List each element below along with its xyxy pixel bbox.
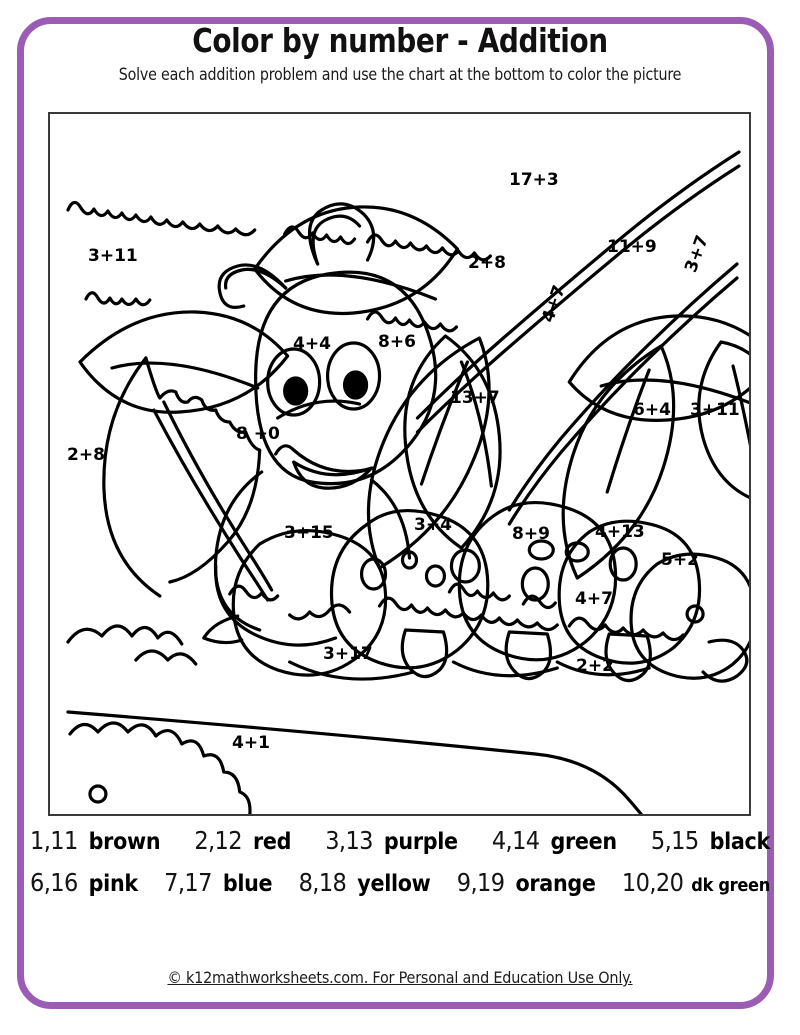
problem-label-bush-far-right: 3+11: [690, 400, 740, 420]
problem-label-body-segment-3: 8+9: [512, 524, 550, 544]
coloring-picture: [66, 150, 749, 814]
legend-color-name: purple: [383, 829, 458, 855]
page-title: Color by number - Addition: [192, 21, 608, 60]
problem-label-leaf-upper-right: 11+9: [607, 237, 657, 257]
legend-numbers: 10,20: [621, 868, 684, 897]
coloring-picture-frame: 3+11 17+3 2+8 11+9 3+7 4+7 4+4 8+6 13+7 6+4 3+11 2+…: [48, 112, 751, 816]
problem-label-caterpillar-neck: 8 +0: [236, 424, 280, 444]
legend-color-name: brown: [88, 829, 161, 855]
legend-numbers: 8,18: [298, 868, 347, 897]
problem-label-leaf-upper-left: 2+8: [468, 253, 506, 273]
legend-numbers: 3,13: [325, 826, 373, 855]
problem-label-caterpillar-foot: 4+7: [575, 589, 613, 609]
problem-label-ground-right: 2+2: [576, 656, 614, 676]
legend-numbers: 1,11: [30, 826, 78, 855]
problem-label-ground-lower: 4+1: [232, 733, 270, 753]
legend-color-name: yellow: [357, 871, 431, 897]
legend-color-name: red: [252, 829, 292, 855]
legend-item-orange: 9,19 orange: [457, 868, 596, 897]
legend-row: 6,16 pink 7,17 blue 8,18 yellow 9,19 orange 10,2…: [26, 868, 774, 897]
worksheet-header: Color by number - Addition Solve each ad…: [30, 21, 770, 84]
problem-label-bush-top-left: 3+11: [88, 246, 138, 266]
copyright-text: © k12mathworksheets.com. For Personal an…: [167, 968, 633, 987]
legend-color-name: blue: [222, 871, 273, 897]
legend-numbers: 5,15: [650, 826, 699, 855]
legend-item-red: 2,12 red: [194, 826, 291, 855]
legend-color-name: black: [709, 829, 771, 855]
problem-label-ground-upper: 3+17: [323, 644, 373, 664]
legend-color-name: orange: [515, 871, 596, 897]
legend-numbers: 6,16: [30, 868, 78, 897]
problem-label-leaf-branch-top: 17+3: [509, 170, 559, 190]
legend-numbers: 9,19: [456, 868, 505, 897]
legend-item-blue: 7,17 blue: [164, 868, 272, 897]
problem-label-leaf-left-plant: 2+8: [67, 445, 105, 465]
problem-label-body-segment-1: 3+15: [284, 523, 334, 543]
legend-item-dk-green: 10,20 dk green: [622, 868, 770, 897]
legend-numbers: 7,17: [164, 868, 212, 897]
page-subtitle: Solve each addition problem and use the …: [118, 64, 682, 84]
legend-numbers: 4,14: [491, 826, 540, 855]
problem-label-body-segment-2: 3+4: [414, 515, 452, 535]
legend-item-black: 5,15 black: [651, 826, 770, 855]
problem-label-bush-right-mid: 8+6: [378, 332, 416, 352]
problem-label-body-segment-5: 5+2: [661, 550, 699, 570]
legend-color-name: pink: [88, 871, 139, 897]
color-key-legend: 1,11 brown 2,12 red 3,13 purple 4,14 green 5,15 b…: [26, 826, 774, 897]
legend-item-pink: 6,16 pink: [30, 868, 138, 897]
legend-row: 1,11 brown 2,12 red 3,13 purple 4,14 green 5,15 b…: [26, 826, 774, 855]
problem-label-leaf-lower-right: 6+4: [633, 400, 671, 420]
legend-item-yellow: 8,18 yellow: [299, 868, 431, 897]
problem-label-body-segment-4: 4+13: [595, 522, 645, 542]
legend-item-brown: 1,11 brown: [30, 826, 161, 855]
legend-color-name: dk green: [691, 875, 770, 896]
legend-color-name: green: [550, 829, 618, 855]
legend-numbers: 2,12: [194, 826, 242, 855]
problem-label-caterpillar-face: 4+4: [293, 334, 331, 354]
problem-label-leaf-lower-left: 13+7: [450, 388, 500, 408]
legend-item-purple: 3,13 purple: [325, 826, 458, 855]
legend-item-green: 4,14 green: [492, 826, 617, 855]
worksheet-footer: © k12mathworksheets.com. For Personal an…: [0, 968, 800, 988]
